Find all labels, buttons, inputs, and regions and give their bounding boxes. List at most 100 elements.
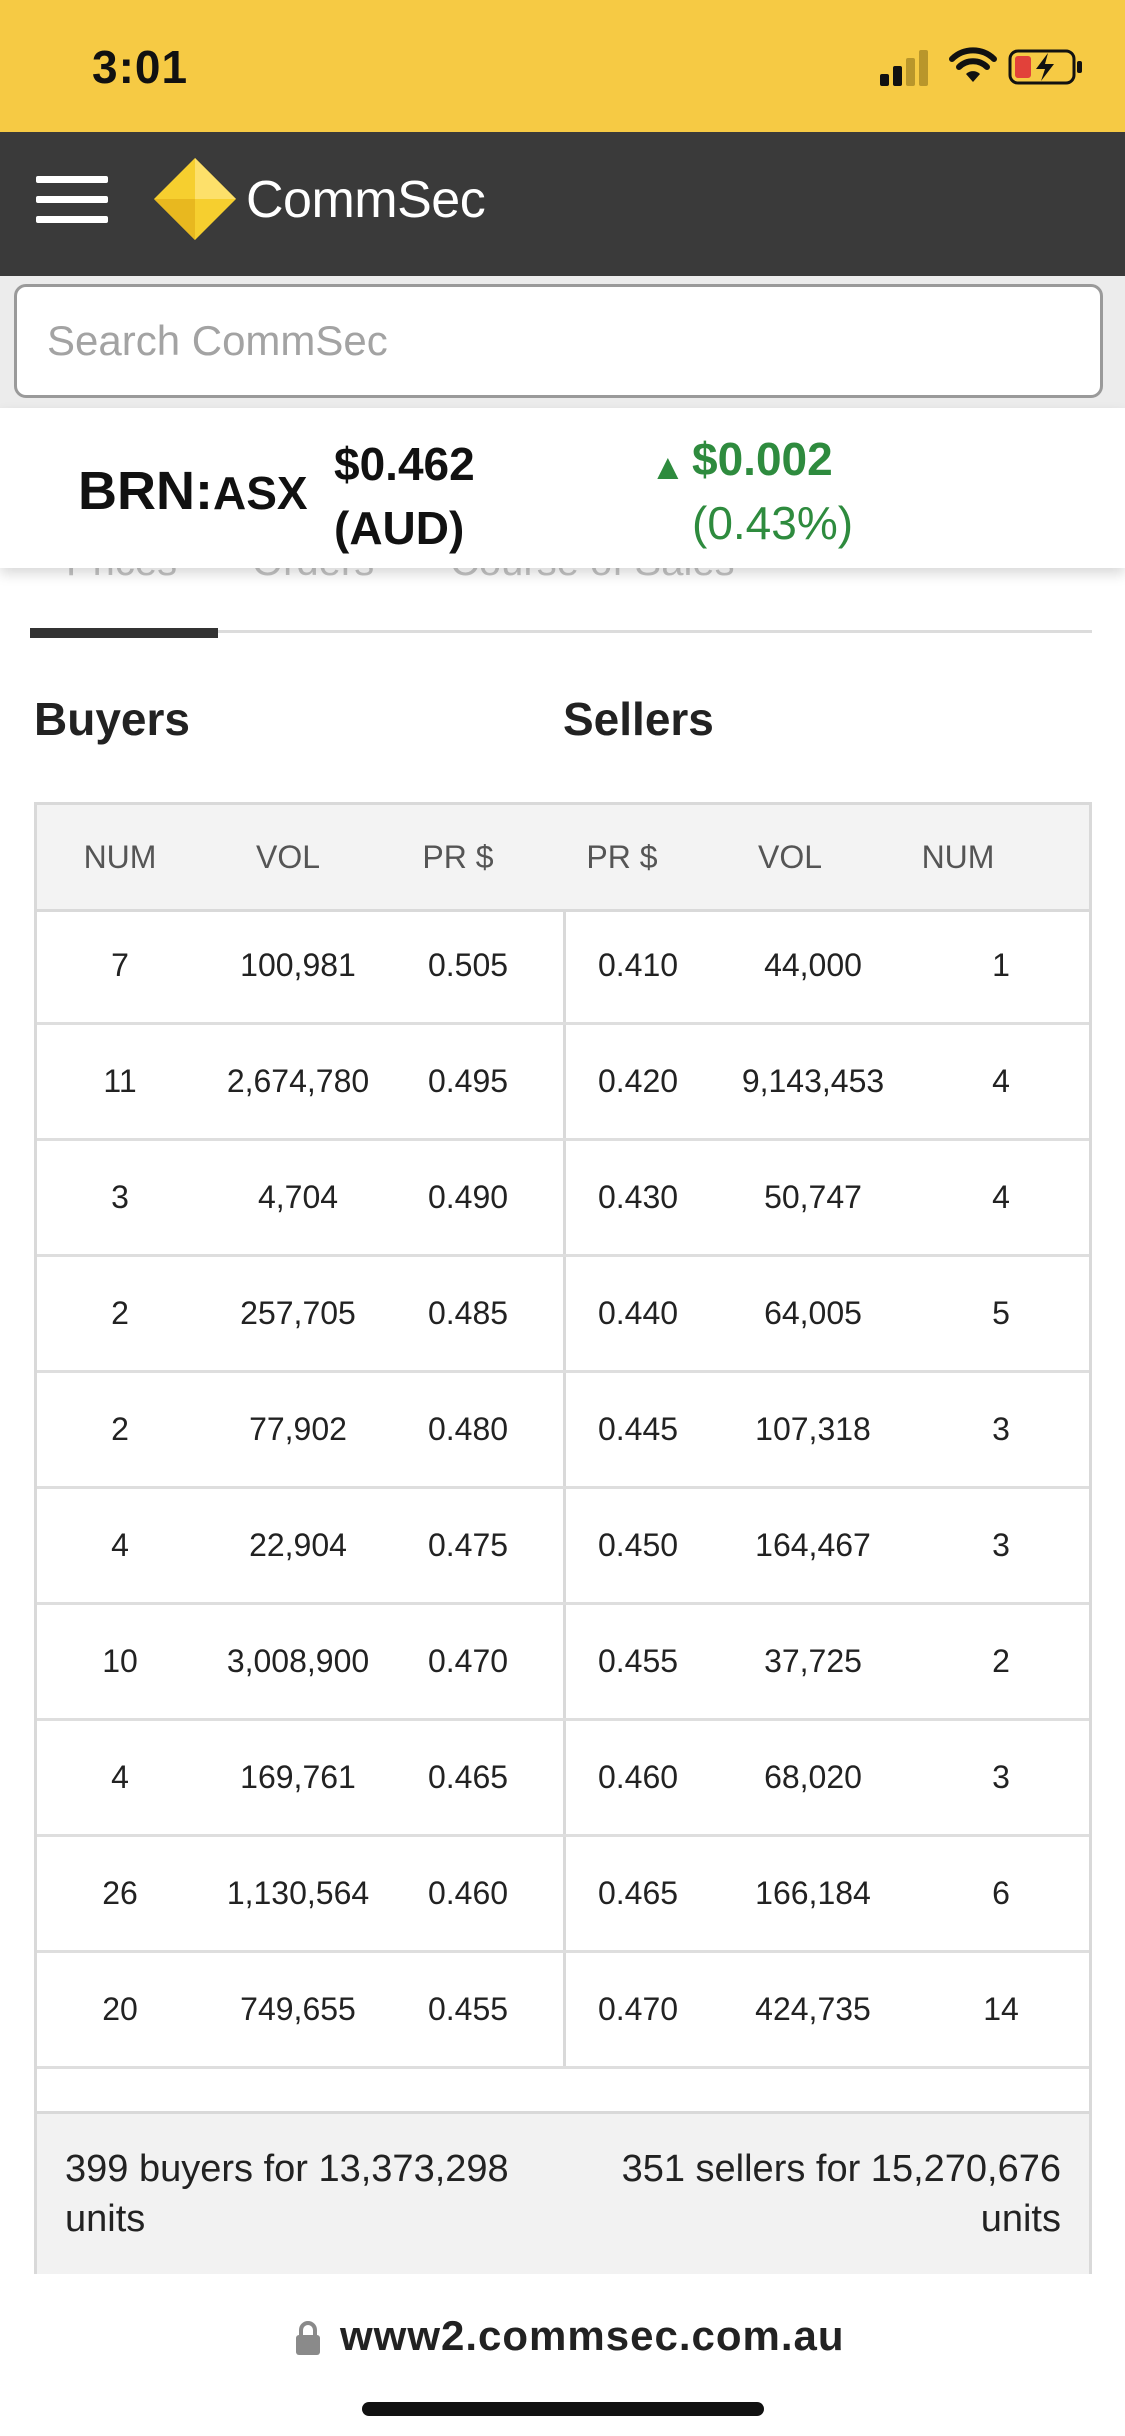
seller-price: 0.440 xyxy=(597,1295,679,1331)
seller-price: 0.450 xyxy=(597,1527,679,1563)
seller-price: 0.460 xyxy=(597,1759,679,1795)
buyer-price: 0.490 xyxy=(427,1179,509,1215)
col-buyers-num: NUM xyxy=(83,839,157,875)
seller-num: 3 xyxy=(992,1527,1010,1563)
col-buyers-vol: VOL xyxy=(255,839,321,875)
price-value: $0.462 xyxy=(334,438,475,490)
table-header: NUM VOL PR $ PR $ VOL NUM xyxy=(37,805,1089,912)
brand-name[interactable]: CommSec xyxy=(246,171,486,229)
buyer-vol: 4,704 xyxy=(257,1179,339,1215)
price-change: $0.002 xyxy=(692,433,833,485)
seller-vol: 50,747 xyxy=(764,1179,862,1215)
table-row: 4 22,904 0.475 0.450 164,467 3 xyxy=(37,1489,1089,1605)
seller-num: 6 xyxy=(992,1875,1010,1911)
wifi-icon xyxy=(949,47,997,82)
buyer-num: 3 xyxy=(111,1179,129,1215)
buyer-vol: 1,130,564 xyxy=(226,1875,370,1911)
seller-price: 0.430 xyxy=(597,1179,679,1215)
buyer-vol: 2,674,780 xyxy=(226,1063,370,1099)
seller-vol: 166,184 xyxy=(755,1875,871,1911)
table-row: 7 100,981 0.505 0.410 44,000 1 xyxy=(37,909,1089,1025)
seller-num: 3 xyxy=(992,1759,1010,1795)
buyer-price: 0.455 xyxy=(427,1991,509,2027)
lock-icon xyxy=(296,2321,320,2355)
table-row: 2 257,705 0.485 0.440 64,005 5 xyxy=(37,1257,1089,1373)
seller-vol: 37,725 xyxy=(764,1643,862,1679)
search-bar xyxy=(0,276,1125,408)
hamburger-menu-icon[interactable] xyxy=(36,172,108,228)
seller-num: 4 xyxy=(992,1063,1010,1099)
buyer-vol: 77,902 xyxy=(249,1411,347,1447)
buyer-price: 0.505 xyxy=(427,947,509,983)
buyer-num: 20 xyxy=(102,1991,138,2027)
table-row: 26 1,130,564 0.460 0.465 166,184 6 xyxy=(37,1837,1089,1953)
seller-num: 4 xyxy=(992,1179,1010,1215)
table-row: 20 749,655 0.455 0.470 424,735 14 xyxy=(37,1953,1089,2069)
browser-address-bar[interactable]: www2.commsec.com.au xyxy=(0,2282,1125,2436)
seller-vol: 164,467 xyxy=(755,1527,871,1563)
table-row: 3 4,704 0.490 0.430 50,747 4 xyxy=(37,1141,1089,1257)
url-text[interactable]: www2.commsec.com.au xyxy=(340,2312,845,2359)
col-sellers-price: PR $ xyxy=(586,839,658,875)
commsec-logo-icon[interactable] xyxy=(152,156,238,242)
buyers-sellers-divider xyxy=(563,909,566,2069)
seller-vol: 424,735 xyxy=(755,1991,871,2027)
seller-price: 0.470 xyxy=(597,1991,679,2027)
status-bar: 3:01 xyxy=(0,0,1125,132)
seller-price: 0.465 xyxy=(597,1875,679,1911)
buyer-vol: 22,904 xyxy=(249,1527,347,1563)
buyer-num: 26 xyxy=(102,1875,138,1911)
buyer-vol: 3,008,900 xyxy=(226,1643,370,1679)
col-buyers-price: PR $ xyxy=(422,839,494,875)
seller-num: 5 xyxy=(992,1295,1010,1331)
home-indicator[interactable] xyxy=(362,2402,764,2416)
seller-vol: 44,000 xyxy=(764,947,862,983)
seller-price: 0.455 xyxy=(597,1643,679,1679)
buyer-vol: 100,981 xyxy=(240,947,356,983)
seller-price: 0.420 xyxy=(597,1063,679,1099)
seller-vol: 64,005 xyxy=(764,1295,862,1331)
seller-num: 14 xyxy=(983,1991,1019,2027)
buyer-vol: 257,705 xyxy=(240,1295,356,1331)
table-row: 4 169,761 0.465 0.460 68,020 3 xyxy=(37,1721,1089,1837)
buyer-price: 0.485 xyxy=(427,1295,509,1331)
seller-price: 0.445 xyxy=(597,1411,679,1447)
tab-divider xyxy=(30,630,1092,633)
seller-num: 1 xyxy=(992,947,1010,983)
seller-num: 3 xyxy=(992,1411,1010,1447)
seller-price: 0.410 xyxy=(597,947,679,983)
seller-vol: 9,143,453 xyxy=(741,1063,885,1099)
cellular-signal-icon xyxy=(880,50,932,86)
buyer-price: 0.470 xyxy=(427,1643,509,1679)
buyer-num: 2 xyxy=(111,1411,129,1447)
app-header: CommSec xyxy=(0,132,1125,276)
seller-vol: 107,318 xyxy=(755,1411,871,1447)
table-row: 11 2,674,780 0.495 0.420 9,143,453 4 xyxy=(37,1025,1089,1141)
sellers-heading: Sellers xyxy=(563,693,714,745)
buyer-price: 0.460 xyxy=(427,1875,509,1911)
buyer-vol: 169,761 xyxy=(240,1759,356,1795)
buyer-price: 0.480 xyxy=(427,1411,509,1447)
table-row: 10 3,008,900 0.470 0.455 37,725 2 xyxy=(37,1605,1089,1721)
buyers-heading: Buyers xyxy=(34,693,190,745)
up-arrow-icon: ▲ xyxy=(650,446,686,487)
buyer-price: 0.475 xyxy=(427,1527,509,1563)
col-sellers-num: NUM xyxy=(921,839,995,875)
quote-summary: BRN:ASX $0.462 (AUD) ▲ $0.002 (0.43%) xyxy=(0,408,1125,568)
price-change-percent: (0.43%) xyxy=(692,497,854,549)
col-sellers-vol: VOL xyxy=(757,839,823,875)
buyer-vol: 749,655 xyxy=(240,1991,356,2027)
seller-vol: 68,020 xyxy=(764,1759,862,1795)
table-row-partial xyxy=(37,2025,1089,2111)
sellers-summary: 351 sellers for 15,270,676 units xyxy=(621,2148,1061,2240)
exchange: ASX xyxy=(212,467,308,519)
status-time: 3:01 xyxy=(92,41,189,93)
seller-num: 2 xyxy=(992,1643,1010,1679)
search-input[interactable] xyxy=(14,284,1103,398)
buyer-num: 2 xyxy=(111,1295,129,1331)
buyer-num: 4 xyxy=(111,1527,129,1563)
buyer-price: 0.465 xyxy=(427,1759,509,1795)
last-price: $0.462 (AUD) xyxy=(334,432,475,560)
buyer-num: 7 xyxy=(111,947,129,983)
buyer-price: 0.495 xyxy=(427,1063,509,1099)
